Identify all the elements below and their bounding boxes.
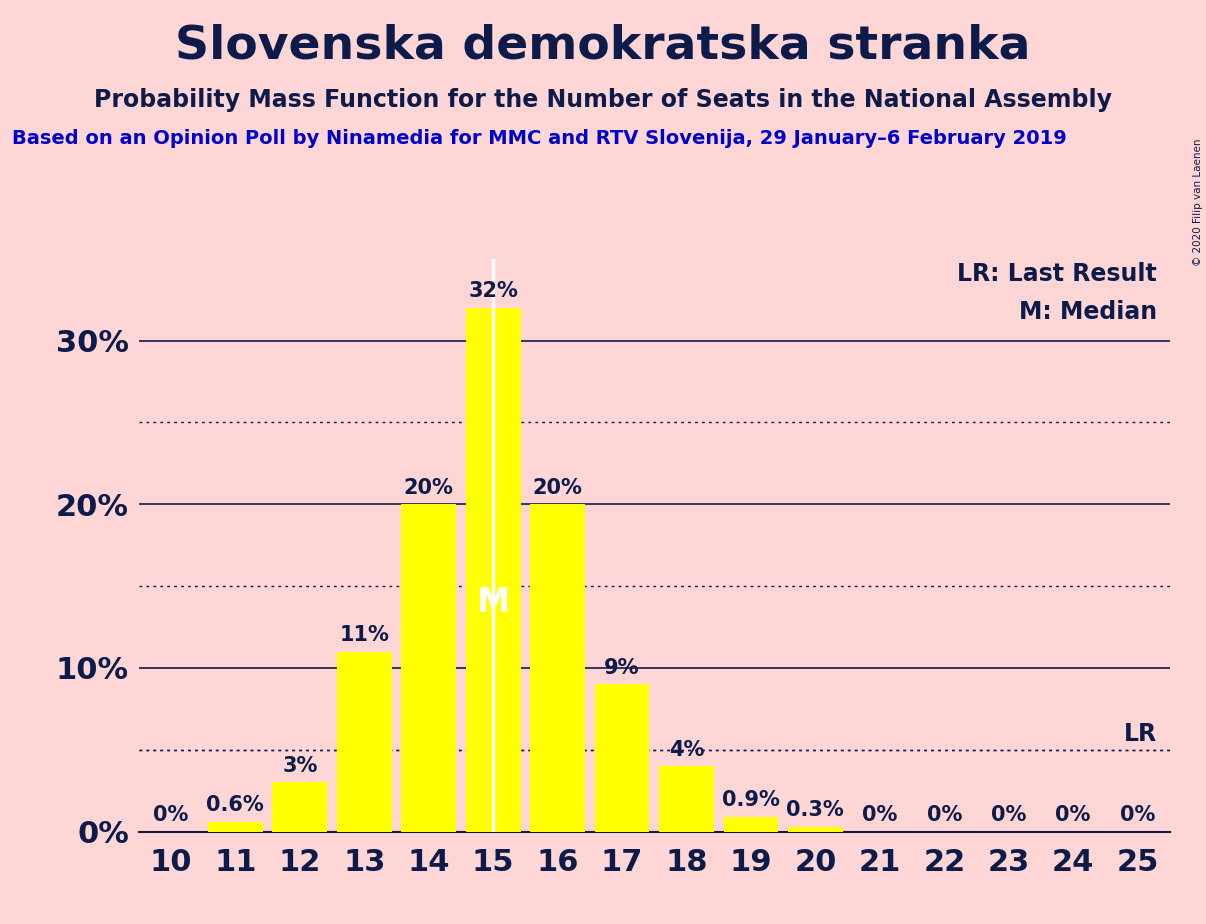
Bar — [466, 308, 521, 832]
Bar — [660, 766, 714, 832]
Text: 0.9%: 0.9% — [722, 790, 780, 810]
Text: M: M — [476, 586, 510, 619]
Text: 20%: 20% — [533, 478, 582, 498]
Text: 0%: 0% — [926, 805, 962, 825]
Bar — [595, 685, 649, 832]
Text: Based on an Opinion Poll by Ninamedia for MMC and RTV Slovenija, 29 January–6 Fe: Based on an Opinion Poll by Ninamedia fo… — [12, 129, 1067, 149]
Text: 20%: 20% — [404, 478, 453, 498]
Text: 0%: 0% — [1120, 805, 1155, 825]
Text: Slovenska demokratska stranka: Slovenska demokratska stranka — [175, 23, 1031, 68]
Bar — [336, 651, 392, 832]
Text: M: Median: M: Median — [1019, 299, 1157, 323]
Text: 4%: 4% — [669, 739, 704, 760]
Text: 0%: 0% — [991, 805, 1026, 825]
Text: 0%: 0% — [153, 805, 188, 825]
Text: 3%: 3% — [282, 756, 317, 776]
Text: 0.6%: 0.6% — [206, 796, 264, 815]
Text: 32%: 32% — [468, 281, 519, 301]
Text: © 2020 Filip van Laenen: © 2020 Filip van Laenen — [1193, 139, 1202, 266]
Text: 0%: 0% — [862, 805, 897, 825]
Text: 9%: 9% — [604, 658, 639, 677]
Text: LR: LR — [1124, 723, 1157, 747]
Text: LR: Last Result: LR: Last Result — [958, 262, 1157, 286]
Text: 0%: 0% — [1055, 805, 1091, 825]
Bar — [402, 505, 456, 832]
Bar — [207, 821, 263, 832]
Text: 0.3%: 0.3% — [786, 800, 844, 821]
Text: 11%: 11% — [339, 625, 390, 645]
Bar — [531, 505, 585, 832]
Bar — [273, 783, 327, 832]
Bar — [724, 817, 778, 832]
Text: Probability Mass Function for the Number of Seats in the National Assembly: Probability Mass Function for the Number… — [94, 88, 1112, 112]
Bar — [788, 827, 843, 832]
